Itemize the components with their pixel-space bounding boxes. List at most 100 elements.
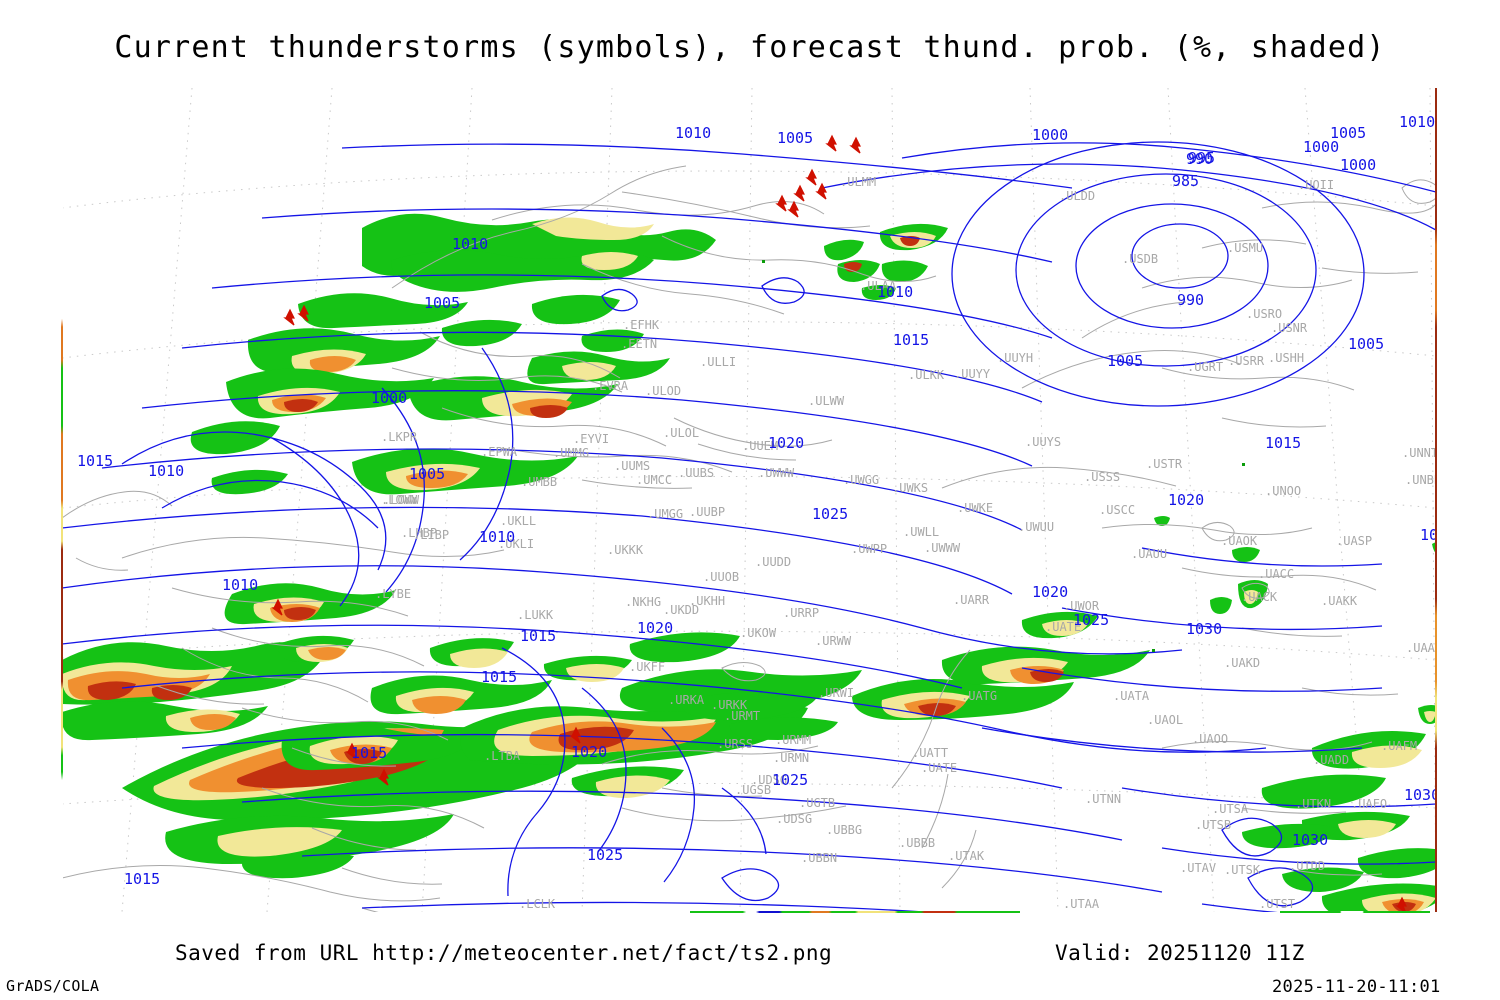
station-label: .UGTB — [799, 796, 835, 810]
station-label: .LKPR — [381, 430, 418, 444]
isobar-label: 1010 — [1399, 113, 1435, 131]
station-label: .UWUU — [1018, 520, 1054, 534]
station-label: .UUEM — [742, 439, 778, 453]
thunderstorm-symbols — [271, 134, 1407, 912]
station-label: .URRP — [783, 606, 819, 620]
isobar-label: 1020 — [768, 434, 804, 452]
isobar-label: 1015 — [1265, 434, 1301, 452]
station-label: .USDB — [1122, 252, 1158, 266]
station-label: .EVRA — [592, 379, 629, 393]
isobar-label: 1010 — [877, 283, 913, 301]
station-label: .UTKN — [1295, 797, 1331, 811]
station-label: .UATE — [1045, 620, 1081, 634]
isobar-label: 1010 — [222, 576, 258, 594]
station-markers — [762, 260, 1245, 652]
station-label: .URKK — [711, 698, 748, 712]
station-label: .UOII — [1298, 178, 1334, 192]
station-label: .UWOR — [1063, 599, 1100, 613]
shade-group-central-asia — [1242, 542, 1436, 912]
station-label: .UATA — [1113, 689, 1150, 703]
station-label: .UTAA — [1063, 897, 1100, 911]
isobar-label: 1020 — [637, 619, 673, 637]
isobar-label: 990 — [1186, 150, 1213, 168]
station-label: .URWW — [815, 634, 852, 648]
station-label: .LYBE — [375, 587, 411, 601]
coastlines — [62, 165, 1436, 912]
station-label: .USRO — [1246, 307, 1282, 321]
station-label: .UTDD — [1289, 859, 1325, 873]
station-label: .UTST — [1259, 897, 1295, 911]
isobar-label: 1010 — [479, 528, 515, 546]
station-label: .UGRT — [1187, 360, 1223, 374]
saved-from-url-label: Saved from URL http://meteocenter.net/fa… — [175, 941, 833, 965]
station-label: .USHH — [1268, 351, 1304, 365]
station-label: .UUMS — [614, 459, 650, 473]
station-label: .UMCC — [636, 473, 672, 487]
station-label: .UAAH — [1406, 641, 1436, 655]
station-label: .UAUU — [1131, 547, 1167, 561]
station-label: .ULWW — [808, 394, 845, 408]
isobar-label: 1025 — [587, 846, 623, 864]
station-label: .ULMM — [840, 175, 876, 189]
shade-group-baltic — [441, 294, 644, 352]
station-label: .UWWW — [924, 541, 961, 555]
isobar-label: 1020 — [571, 743, 607, 761]
station-labels: .EFHK .EETN .EVRA .ULLI .ULOD .ULOL .UUEM .EYVI… — [375, 175, 1436, 911]
page-title: Current thunderstorms (symbols), forecas… — [114, 30, 1386, 65]
station-label: .UATT — [912, 746, 948, 760]
shade-group-scandinavia — [190, 213, 948, 495]
station-label: .LTBA — [484, 749, 521, 763]
shade-group-iberia — [62, 583, 396, 741]
station-label: .URWI — [818, 686, 854, 700]
isobar-label: 1025 — [772, 771, 808, 789]
station-label: .USRR — [1228, 354, 1265, 368]
isobars — [62, 141, 1436, 912]
isobar-label: 1015 — [481, 668, 517, 686]
isobar-label: 1005 — [1107, 352, 1143, 370]
isobar-label: 1000 — [1340, 156, 1376, 174]
station-label: .UARR — [953, 593, 990, 607]
isobar-label: 1015 — [893, 331, 929, 349]
station-label: .UUYH — [997, 351, 1033, 365]
isobar-label: 1015 — [520, 627, 556, 645]
station-label: .ULLI — [700, 355, 736, 369]
station-label: .UADD — [1313, 753, 1349, 767]
station-label: .UTAV — [1180, 861, 1216, 875]
station-label: .UATE — [921, 761, 957, 775]
station-label: .LOWW — [383, 493, 420, 507]
station-label: .URKA — [668, 693, 705, 707]
station-label: .UTNN — [1085, 792, 1121, 806]
station-label: .LHBP — [401, 526, 437, 540]
isobar-label: 1025 — [812, 505, 848, 523]
station-label: .UKLL — [500, 514, 536, 528]
station-label: .UTAK — [948, 849, 985, 863]
weather-map-canvas[interactable]: .EFHK .EETN .EVRA .ULLI .ULOD .ULOL .UUEM .EYVI… — [62, 88, 1436, 912]
station-label: .UAOK — [1221, 534, 1258, 548]
station-label: .ULAA — [860, 279, 897, 293]
thunderstorm-probability-shading — [62, 213, 1436, 912]
station-label: .LIBP — [413, 528, 449, 542]
station-label: .UNNT — [1402, 446, 1436, 460]
station-label: .UNBB — [1405, 473, 1436, 487]
isobar-label: 990 — [1177, 291, 1204, 309]
station-label: .UUYY — [954, 367, 991, 381]
shade-group-blacksea — [460, 632, 862, 798]
station-label: .UAKD — [1224, 656, 1260, 670]
station-label: .UBBB — [899, 836, 935, 850]
station-label: .UBBG — [826, 823, 862, 837]
isobar-label: 1015 — [77, 452, 113, 470]
grid-lines — [62, 88, 1436, 912]
station-label: .UACK — [1241, 590, 1278, 604]
isobar-label: 1010 — [452, 235, 488, 253]
producer-label: GrADS/COLA — [6, 977, 100, 995]
shade-group-kazakh — [852, 516, 1268, 720]
station-label: .EETN — [621, 337, 657, 351]
station-label: .UUDD — [755, 555, 791, 569]
station-label: .UTSB — [1195, 818, 1231, 832]
isobar-labels: 1010 1005 1000 1005101010001000995990985101… — [77, 113, 1436, 888]
station-label: .EPWA — [481, 445, 518, 459]
isobar-label: 985 — [1172, 172, 1199, 190]
station-label: .LUKK — [517, 608, 554, 622]
map-svg: .EFHK .EETN .EVRA .ULLI .ULOD .ULOL .UUEM .EYVI… — [62, 88, 1436, 912]
isobar-label: 1005 — [424, 294, 460, 312]
